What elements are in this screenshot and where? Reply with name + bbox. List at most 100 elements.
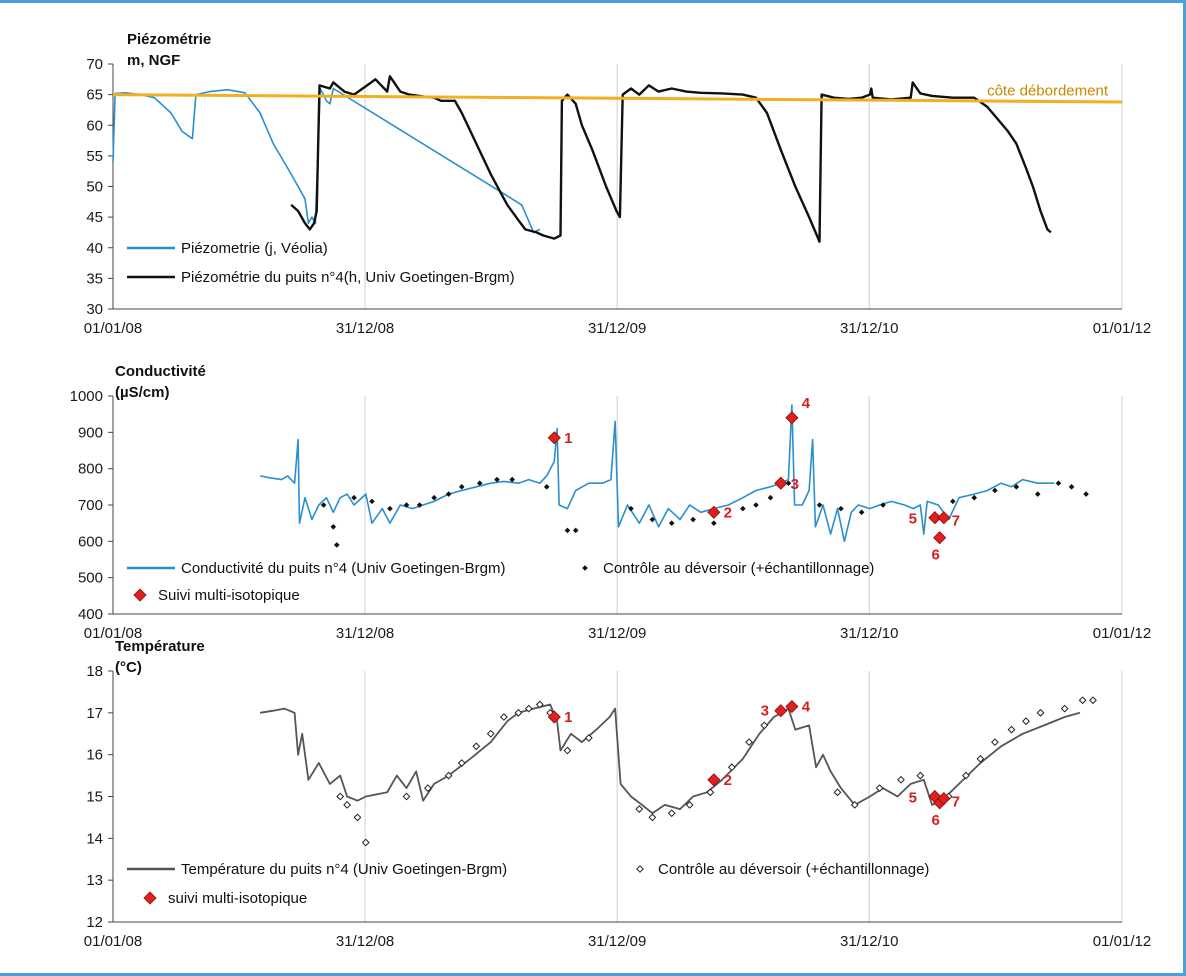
data-point xyxy=(833,788,842,797)
series-line xyxy=(259,404,1055,543)
y-tick-label: 900 xyxy=(78,424,103,441)
y-tick-label: 400 xyxy=(78,606,103,623)
data-point xyxy=(444,771,453,780)
series-line xyxy=(259,703,1081,815)
y-tick-label: 18 xyxy=(86,663,103,680)
y-tick-label: 60 xyxy=(86,117,103,134)
y-tick-label: 14 xyxy=(86,830,103,847)
data-point xyxy=(457,759,466,767)
data-point xyxy=(962,771,970,780)
legend-label: Piézometrie (j, Véolia) xyxy=(181,240,328,257)
data-point xyxy=(949,498,956,505)
data-point xyxy=(320,502,327,508)
data-point xyxy=(628,505,634,512)
data-point xyxy=(547,710,561,724)
legend-label: Température du puits n°4 (Univ Goetingen… xyxy=(181,861,507,878)
data-point xyxy=(1068,484,1075,490)
data-point xyxy=(1078,696,1087,705)
x-tick-label: 31/12/08 xyxy=(336,625,394,642)
x-tick-label: 01/01/12 xyxy=(1093,625,1151,642)
legend-label: Piézométrie du puits n°4(h, Univ Goeting… xyxy=(181,269,515,286)
y-tick-label: 13 xyxy=(86,872,103,889)
data-point xyxy=(880,502,886,508)
data-point xyxy=(928,511,942,525)
data-label: 7 xyxy=(952,794,960,811)
data-point xyxy=(858,509,865,516)
data-point xyxy=(584,734,593,742)
y-tick-label: 15 xyxy=(86,789,103,806)
data-point xyxy=(635,805,644,813)
x-tick-label: 31/12/09 xyxy=(588,625,646,642)
legend: Température du puits n°4 (Univ Goetingen… xyxy=(127,861,929,907)
data-label: 4 xyxy=(802,395,811,412)
data-point xyxy=(668,520,675,526)
x-tick-label: 31/12/09 xyxy=(588,933,646,950)
x-tick-label: 01/01/08 xyxy=(84,933,142,950)
y-tick-label: 40 xyxy=(86,240,103,257)
data-point xyxy=(343,800,352,809)
data-point xyxy=(564,527,571,534)
data-point xyxy=(1055,480,1062,486)
data-point xyxy=(937,792,951,806)
x-tick-label: 01/01/08 xyxy=(84,625,142,642)
data-point xyxy=(706,788,715,797)
data-point xyxy=(785,699,799,714)
data-label: 6 xyxy=(932,547,940,564)
data-point xyxy=(353,813,362,822)
data-point xyxy=(1013,484,1020,490)
legend: Conductivité du puits n°4 (Univ Goetinge… xyxy=(127,560,874,604)
legend-label: Contrôle au déversoir (+échantillonnage) xyxy=(658,861,929,878)
data-point xyxy=(535,700,544,709)
data-label: 7 xyxy=(952,513,960,530)
data-point xyxy=(547,431,561,445)
data-point xyxy=(1060,704,1069,713)
data-point xyxy=(1007,725,1016,734)
data-point xyxy=(458,484,465,490)
data-point xyxy=(333,542,340,548)
data-point xyxy=(707,773,721,787)
y-tick-label: 30 xyxy=(86,301,103,318)
data-point xyxy=(1022,717,1030,726)
data-point xyxy=(760,721,769,730)
chart-panel-2: 01/01/08 31/12/08 31/12/09 31/12/10 01/01/12… xyxy=(70,363,1152,642)
data-label: 1 xyxy=(564,430,572,447)
data-label: 2 xyxy=(724,504,732,521)
y-tick-label: 500 xyxy=(78,570,103,587)
legend: Piézometrie (j, Véolia) Piézométrie du pu… xyxy=(127,240,515,286)
data-point xyxy=(402,792,411,801)
data-point xyxy=(336,792,345,801)
data-point xyxy=(431,494,437,501)
data-point xyxy=(1089,696,1097,705)
data-point xyxy=(774,704,788,718)
chart-title: Température xyxy=(115,638,205,655)
data-point xyxy=(937,511,951,525)
y-tick-label: 800 xyxy=(78,461,103,478)
y-tick-label: 600 xyxy=(78,533,103,550)
x-tick-label: 31/12/08 xyxy=(336,933,394,950)
x-tick-label: 31/12/10 xyxy=(840,625,898,642)
legend-swatch xyxy=(636,865,644,873)
data-point xyxy=(767,494,774,501)
y-tick-label: 55 xyxy=(86,148,103,165)
data-point xyxy=(707,505,721,519)
data-point xyxy=(509,476,515,483)
data-point xyxy=(351,494,357,501)
data-point xyxy=(816,502,823,508)
y-axis-label: m, NGF xyxy=(127,52,180,69)
data-label: 1 xyxy=(564,709,572,726)
y-tick-label: 50 xyxy=(86,179,103,196)
series-1 xyxy=(259,703,1081,815)
chart-panel-3: 01/01/08 31/12/08 31/12/09 31/12/10 01/01/12… xyxy=(84,638,1151,950)
data-point xyxy=(369,498,375,505)
series-3: 1 2 3 4 5 67 xyxy=(547,395,960,564)
y-tick-label: 45 xyxy=(86,209,103,226)
data-point xyxy=(740,505,746,512)
series-3: côte débordement xyxy=(112,83,1123,104)
x-tick-label: 31/12/08 xyxy=(336,320,394,337)
data-point xyxy=(572,527,579,534)
data-point xyxy=(330,524,337,530)
data-label: 5 xyxy=(909,511,917,528)
data-point xyxy=(774,476,788,490)
y-axis-label: (µS/cm) xyxy=(115,384,170,401)
